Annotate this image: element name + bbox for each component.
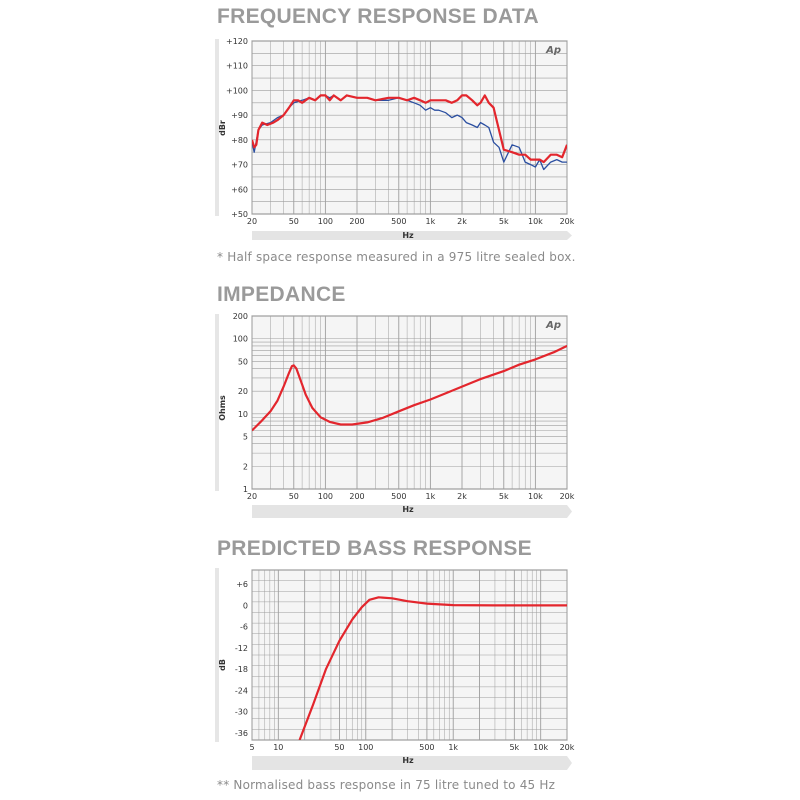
x-axis-title: Hz [402,756,414,765]
x-tick-label: 200 [349,492,364,501]
y-tick-label: -30 [235,708,248,717]
y-tick-label: +6 [236,580,248,589]
x-tick-label: 100 [358,743,373,752]
x-tick-label: 10 [273,743,283,752]
y-tick-label: 5 [243,432,248,441]
y-tick-label: -36 [235,729,248,738]
predicted-bass-chart: -36 -30 -24 -18 -12 -6 0 +6 dB 5 10 50 100 500 1k 5k 10k… [215,568,575,770]
x-tick-label: 50 [289,217,299,226]
y-tick-label: 10 [238,410,248,419]
x-axis-title: Hz [402,505,414,514]
y-tick-label: +90 [231,111,248,120]
section-title: IMPEDANCE [217,283,346,306]
x-tick-label: 20k [560,743,575,752]
y-tick-label: +110 [226,62,248,71]
x-tick-label: 20 [247,492,257,501]
y-tick-label: 0 [243,601,248,610]
axis-strip [215,314,219,491]
grid [251,40,568,215]
impedance-chart: 1 2 5 10 20 50 100 200 Ohms 20 50 100 200 500 1k 2k 5k 10… [215,312,575,518]
x-tick-label: 20 [247,217,257,226]
chart-note: ** Normalised bass response in 75 litre … [217,778,556,792]
x-tick-label: 20k [560,492,575,501]
x-axis-bar [252,756,572,770]
y-tick-label: -24 [235,686,248,695]
x-tick-label: 2k [457,217,467,226]
axis-strip [215,568,219,742]
y-axis-title: Ohms [218,395,227,421]
x-tick-label: 10k [528,492,543,501]
ap-logo: Ap [545,320,561,331]
x-axis-bar [252,505,572,518]
y-tick-label: 1 [243,485,248,494]
section-title: PREDICTED BASS RESPONSE [217,537,532,560]
ap-logo: Ap [545,45,561,56]
frequency-response-chart: +50 +60 +70 +80 +90 +100 +110 +120 dBr 20 50 100 200… [215,37,575,240]
grid [251,569,568,741]
x-tick-label: 1k [426,492,436,501]
x-tick-label: 5k [499,492,509,501]
x-tick-label: 5k [499,217,509,226]
plot-area [251,315,568,490]
series-line-1 [252,94,567,164]
x-tick-label: 50 [289,492,299,501]
x-tick-label: 1k [426,217,436,226]
axis-strip [215,39,219,216]
y-tick-label: +70 [231,161,248,170]
x-tick-label: 500 [391,492,406,501]
x-tick-label: 20k [560,217,575,226]
y-axis-title: dB [218,659,227,671]
x-tick-label: 2k [457,492,467,501]
y-tick-label: +80 [231,136,248,145]
x-tick-label: 1k [448,743,458,752]
x-tick-label: 10k [528,217,543,226]
x-tick-label: 5k [509,743,519,752]
y-tick-label: 50 [238,357,248,366]
y-tick-label: -18 [235,665,248,674]
y-tick-label: 200 [233,312,248,321]
x-axis-bar [252,231,572,240]
y-tick-label: -6 [240,623,248,632]
y-tick-label: 100 [233,335,248,344]
section-title: FREQUENCY RESPONSE DATA [217,5,539,28]
y-tick-label: +60 [231,185,248,194]
x-tick-label: 500 [419,743,434,752]
y-axis-title: dBr [218,120,227,136]
y-tick-label: +50 [231,210,248,219]
series-line-0 [252,344,567,432]
x-tick-label: 100 [318,492,333,501]
y-tick-label: +120 [226,37,248,46]
chart-note: * Half space response measured in a 975 … [217,250,576,264]
x-axis-title: Hz [402,231,414,240]
y-tick-label: 20 [238,387,248,396]
x-tick-label: 10k [533,743,548,752]
y-tick-label: -12 [235,644,248,653]
x-tick-label: 100 [318,217,333,226]
x-tick-label: 50 [334,743,344,752]
x-tick-label: 500 [391,217,406,226]
x-tick-label: 200 [349,217,364,226]
x-tick-label: 5 [249,743,254,752]
y-tick-label: +100 [226,86,248,95]
series-line-0 [298,596,567,740]
y-tick-label: 2 [243,462,248,471]
